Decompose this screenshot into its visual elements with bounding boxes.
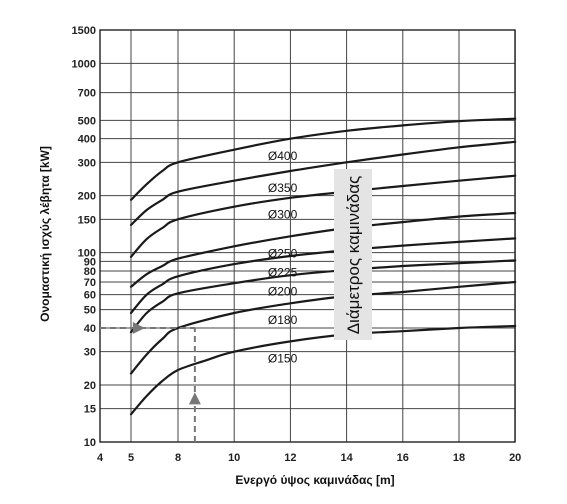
side-label: Διάμετρος καμινάδας bbox=[344, 176, 363, 335]
series-label: Ø350 bbox=[268, 181, 298, 195]
y-tick-label: 1000 bbox=[72, 58, 96, 70]
plot-frame bbox=[99, 29, 516, 443]
series-line bbox=[129, 324, 517, 416]
x-tick-label: 8 bbox=[175, 452, 181, 464]
y-tick-label: 40 bbox=[84, 323, 96, 335]
series-layer bbox=[129, 117, 517, 416]
x-axis-label: Ενεργό ύψος καμινάδας [m] bbox=[235, 473, 394, 487]
series-label: Ø180 bbox=[268, 313, 298, 327]
arrow-up-icon bbox=[188, 392, 201, 405]
series-label: Ø250 bbox=[268, 246, 298, 260]
y-tick-label: 60 bbox=[84, 290, 96, 302]
arrow-right-icon bbox=[132, 322, 145, 335]
x-tick-label: 12 bbox=[284, 452, 296, 464]
series-label: Ø225 bbox=[268, 265, 298, 279]
series-line bbox=[129, 117, 517, 201]
y-tick-label: 20 bbox=[84, 380, 96, 392]
x-tick-label: 18 bbox=[453, 452, 465, 464]
y-tick-label: 500 bbox=[78, 115, 96, 127]
series-label: Ø200 bbox=[268, 284, 298, 298]
x-tick-label: 20 bbox=[509, 452, 521, 464]
y-tick-label: 100 bbox=[78, 248, 96, 260]
x-tick-label: 16 bbox=[397, 452, 409, 464]
y-tick-label: 200 bbox=[78, 191, 96, 203]
series-labels: Ø400 Ø350 Ø300 Ø250 Ø225 Ø200 Ø180 Ø150 bbox=[268, 149, 298, 365]
y-tick-label: 10 bbox=[84, 437, 96, 449]
series-line bbox=[129, 211, 517, 288]
plot-border bbox=[99, 29, 516, 443]
side-label-box bbox=[334, 169, 372, 340]
y-axis-label: Ονομαστική ισχύς λέβητα [kW] bbox=[38, 146, 52, 322]
y-tick-label: 70 bbox=[84, 277, 96, 289]
y-tick-label: 1500 bbox=[72, 25, 96, 37]
series-line bbox=[129, 140, 517, 227]
x-tick-label: 5 bbox=[128, 452, 134, 464]
y-tick-label: 90 bbox=[84, 256, 96, 268]
y-tick-label: 150 bbox=[78, 214, 96, 226]
series-label: Ø300 bbox=[268, 207, 298, 221]
x-tick-label: 10 bbox=[228, 452, 240, 464]
y-tick-label: 400 bbox=[78, 134, 96, 146]
series-line bbox=[129, 280, 517, 375]
series-line bbox=[129, 174, 517, 258]
x-tick-label: 4 bbox=[97, 452, 104, 464]
x-tick-labels: 4 5 8 10 12 14 16 18 20 bbox=[97, 452, 521, 464]
y-tick-label: 700 bbox=[78, 88, 96, 100]
series-label: Ø400 bbox=[268, 149, 298, 163]
annotation-layer bbox=[100, 322, 201, 442]
x-tick-label: 14 bbox=[340, 452, 353, 464]
y-tick-label: 80 bbox=[84, 266, 96, 278]
series-line bbox=[129, 237, 517, 315]
y-tick-label: 15 bbox=[84, 404, 96, 416]
y-tick-label: 30 bbox=[84, 347, 96, 359]
y-tick-label: 300 bbox=[78, 157, 96, 169]
series-label: Ø150 bbox=[268, 351, 298, 365]
series-line bbox=[129, 259, 517, 334]
y-tick-label: 50 bbox=[84, 305, 96, 317]
